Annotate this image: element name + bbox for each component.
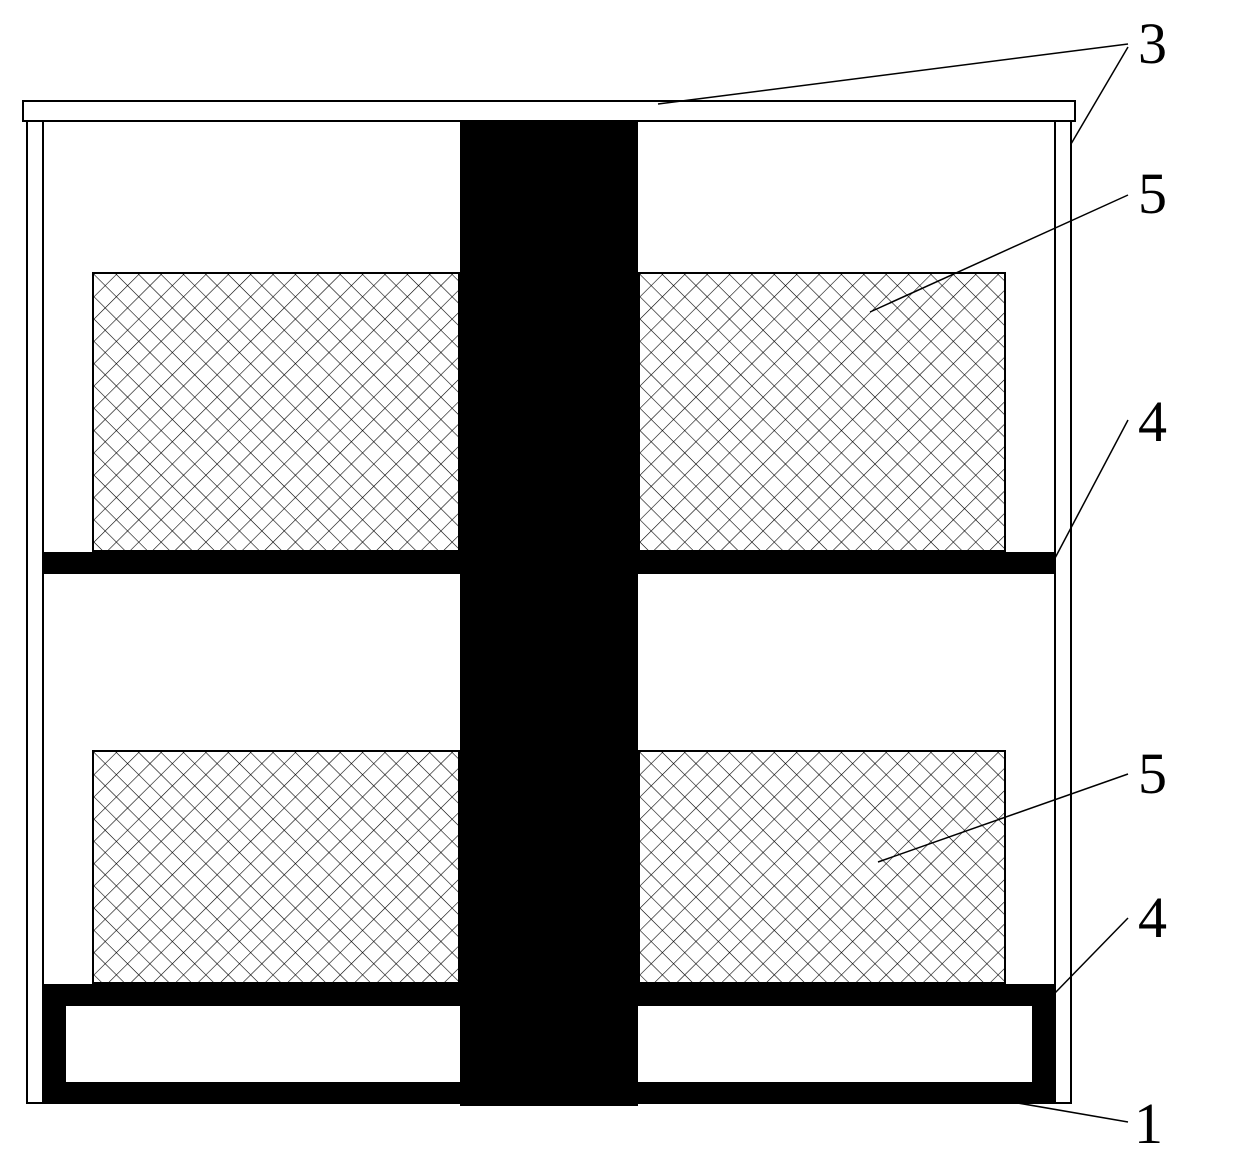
label-4-lower: 4 bbox=[1138, 884, 1167, 951]
left-frame-bar bbox=[26, 122, 44, 1104]
panel-top-right bbox=[638, 272, 1006, 552]
right-frame-bar bbox=[1054, 122, 1072, 1104]
panel-bottom-right bbox=[638, 750, 1006, 984]
main-assembly bbox=[22, 100, 1076, 1110]
panel-top-left bbox=[92, 272, 460, 552]
label-5-upper: 5 bbox=[1138, 160, 1167, 227]
technical-diagram: 3 5 4 5 4 1 bbox=[0, 0, 1239, 1158]
base-frame-right bbox=[634, 984, 1054, 1104]
label-1: 1 bbox=[1134, 1090, 1163, 1157]
label-4-upper: 4 bbox=[1138, 388, 1167, 455]
panel-bottom-left bbox=[92, 750, 460, 984]
label-5-lower: 5 bbox=[1138, 740, 1167, 807]
shelf-right bbox=[634, 552, 1054, 574]
top-frame-bar bbox=[22, 100, 1076, 122]
base-frame-left bbox=[44, 984, 464, 1104]
center-pillar bbox=[460, 122, 638, 1106]
shelf-left bbox=[44, 552, 464, 574]
label-3: 3 bbox=[1138, 10, 1167, 77]
